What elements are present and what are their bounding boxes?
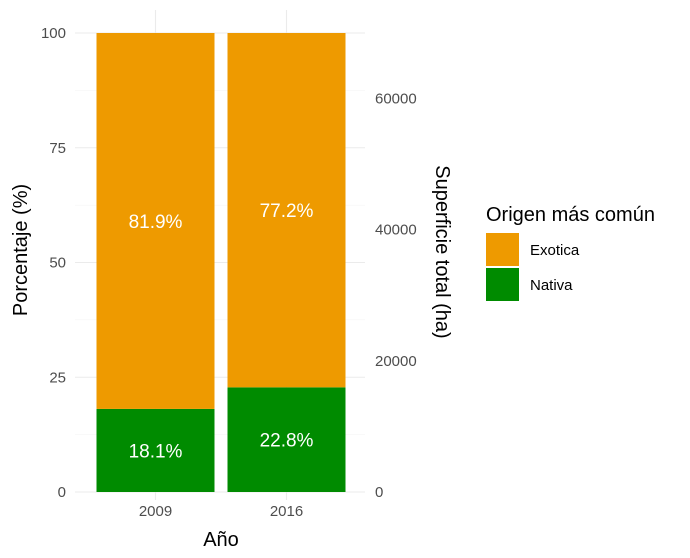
y-tick-label: 0 <box>58 484 66 501</box>
y-tick-label: 75 <box>49 140 66 157</box>
x-axis-ticks: 2009 2016 <box>139 503 303 520</box>
bar-labels: 18.1% 81.9% 22.8% 77.2% <box>129 201 314 462</box>
legend-swatch-nativa <box>486 268 519 301</box>
bar-value-label: 18.1% <box>129 441 183 462</box>
y-axis-ticks: 0 25 50 75 100 <box>41 25 66 501</box>
bar-exotica-2016 <box>227 33 346 388</box>
bars <box>96 33 346 492</box>
y-axis-title: Porcentaje (%) <box>10 184 32 316</box>
secondary-y-axis-title: Superficie total (ha) <box>431 165 453 338</box>
bar-value-label: 81.9% <box>129 212 183 233</box>
x-tick-label: 2009 <box>139 503 172 520</box>
legend: Origen más común Exotica Nativa <box>486 204 655 301</box>
secondary-y-tick-label: 40000 <box>375 222 417 239</box>
y-tick-label: 100 <box>41 25 66 42</box>
bar-value-label: 77.2% <box>260 201 314 222</box>
x-tick-label: 2016 <box>270 503 303 520</box>
y-tick-label: 50 <box>49 255 66 272</box>
y-tick-label: 25 <box>49 369 66 386</box>
bar-value-label: 22.8% <box>260 431 314 452</box>
legend-swatch-exotica <box>486 233 519 266</box>
bar-exotica-2009 <box>96 33 215 409</box>
x-axis-title: Año <box>203 529 239 551</box>
bar-nativa-2016 <box>227 387 346 492</box>
legend-title: Origen más común <box>486 204 655 226</box>
secondary-y-tick-label: 20000 <box>375 353 417 370</box>
secondary-y-axis-ticks: 0 20000 40000 60000 <box>375 91 417 501</box>
legend-label-exotica: Exotica <box>530 242 580 259</box>
legend-label-nativa: Nativa <box>530 277 573 294</box>
bar-nativa-2009 <box>96 408 215 492</box>
secondary-y-tick-label: 0 <box>375 484 383 501</box>
secondary-y-tick-label: 60000 <box>375 91 417 108</box>
